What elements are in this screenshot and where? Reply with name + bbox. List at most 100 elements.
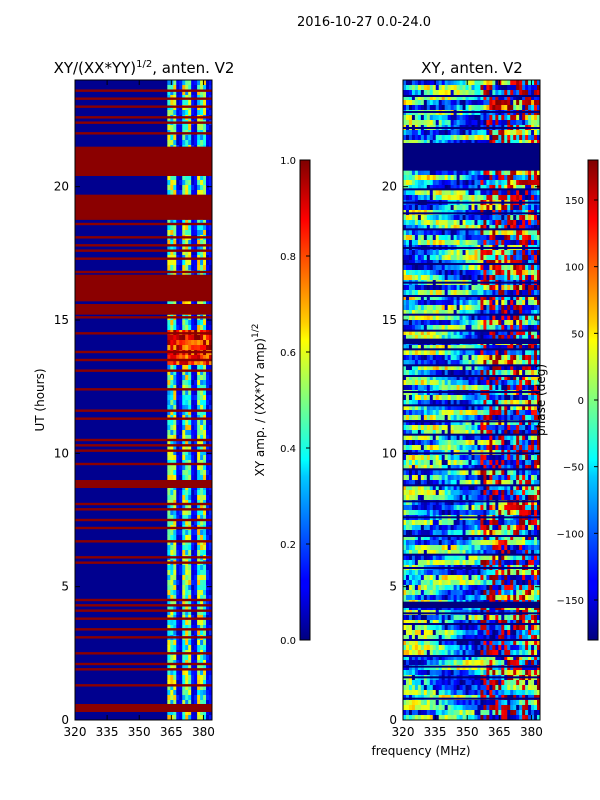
amplitude-cell <box>188 245 192 251</box>
amplitude-cell <box>188 175 192 181</box>
amplitude-cell <box>191 390 195 396</box>
phase-cell <box>492 80 496 86</box>
amplitude-cell <box>197 230 201 236</box>
amplitude-cell <box>173 80 177 86</box>
amplitude-cell <box>179 700 183 706</box>
phase-cell <box>435 350 440 356</box>
amplitude-cell <box>200 465 204 471</box>
phase-cell <box>504 360 508 366</box>
phase-cell <box>435 295 440 301</box>
amplitude-cell <box>176 300 180 306</box>
phase-cell <box>510 85 514 91</box>
phase-cell <box>429 375 434 381</box>
amplitude-cell <box>179 680 183 686</box>
phase-cell <box>403 130 407 136</box>
amplitude-cell <box>197 420 201 426</box>
amplitude-cell <box>197 700 201 706</box>
amplitude-cell <box>179 600 183 606</box>
amplitude-cell <box>203 680 207 686</box>
amplitude-cell <box>167 590 171 596</box>
phase-cell <box>408 205 413 211</box>
phase-cell <box>534 350 538 356</box>
phase-cell <box>420 115 425 121</box>
amplitude-cell <box>197 695 201 701</box>
amplitude-cell <box>170 715 174 721</box>
phase-cell <box>420 335 425 341</box>
phase-cell <box>522 290 526 296</box>
phase-cell <box>525 325 529 331</box>
amplitude-cell <box>182 325 186 331</box>
phase-cell <box>480 265 484 271</box>
phase-cell <box>441 370 446 376</box>
phase-cell <box>453 275 458 281</box>
phase-cell <box>507 330 511 336</box>
amplitude-cell <box>203 135 207 141</box>
amplitude-cell <box>209 300 213 306</box>
amplitude-cell <box>176 360 180 366</box>
phase-cell <box>483 395 487 401</box>
amplitude-cell <box>170 660 174 666</box>
phase-cell <box>531 270 535 276</box>
phase-cell <box>519 185 523 191</box>
phase-cell <box>465 220 469 226</box>
phase-cell <box>501 270 505 276</box>
phase-cell <box>486 255 490 261</box>
phase-cell <box>495 345 499 351</box>
phase-cell <box>429 385 434 391</box>
amplitude-cell <box>206 665 210 671</box>
amplitude-cell <box>173 250 177 256</box>
phase-cell <box>403 290 407 296</box>
phase-cell <box>447 140 452 146</box>
amplitude-flag-line <box>75 462 212 466</box>
amplitude-cell <box>191 665 195 671</box>
phase-cell <box>537 365 541 371</box>
amplitude-cell <box>173 575 177 581</box>
amplitude-cell <box>197 395 201 401</box>
amplitude-cell <box>209 425 213 431</box>
phase-cell <box>516 100 520 106</box>
phase-cell <box>435 130 440 136</box>
amplitude-cell <box>176 640 180 646</box>
phase-cell <box>489 370 493 376</box>
amplitude-cell <box>185 250 189 256</box>
amplitude-cell <box>203 695 207 701</box>
amplitude-cell <box>188 90 192 96</box>
phase-cell <box>483 240 487 246</box>
amplitude-cell <box>191 425 195 431</box>
phase-cell <box>507 305 511 311</box>
phase-cell <box>534 305 538 311</box>
phase-cell <box>492 230 496 236</box>
phase-cell <box>483 175 487 181</box>
phase-cell <box>403 230 407 236</box>
phase-cell <box>465 320 469 326</box>
phase-cell <box>525 320 529 326</box>
amplitude-cell <box>200 470 204 476</box>
phase-cell <box>441 90 446 96</box>
amplitude-cell <box>170 225 174 231</box>
phase-cell <box>444 350 449 356</box>
phase-cell <box>534 300 538 306</box>
amplitude-cell <box>182 685 186 691</box>
phase-cell <box>468 370 472 376</box>
phase-cell <box>459 375 463 381</box>
phase-cell <box>408 260 413 266</box>
amplitude-flag-line <box>75 684 212 687</box>
phase-cell <box>444 275 449 281</box>
amplitude-cell <box>203 245 207 251</box>
phase-cell <box>420 80 425 86</box>
phase-cell <box>414 250 419 256</box>
amplitude-cell <box>188 220 192 226</box>
phase-cell <box>429 255 434 261</box>
amplitude-cell <box>188 710 192 716</box>
phase-cell <box>432 350 437 356</box>
amplitude-cell <box>182 590 186 596</box>
amplitude-cell <box>182 395 186 401</box>
phase-cell <box>411 120 416 126</box>
amplitude-cell <box>182 340 186 346</box>
phase-cell <box>432 375 437 381</box>
phase-cell <box>489 295 493 301</box>
phase-cell <box>408 185 413 191</box>
phase-cell <box>522 225 526 231</box>
phase-cell <box>516 375 520 381</box>
phase-cell <box>468 85 472 91</box>
